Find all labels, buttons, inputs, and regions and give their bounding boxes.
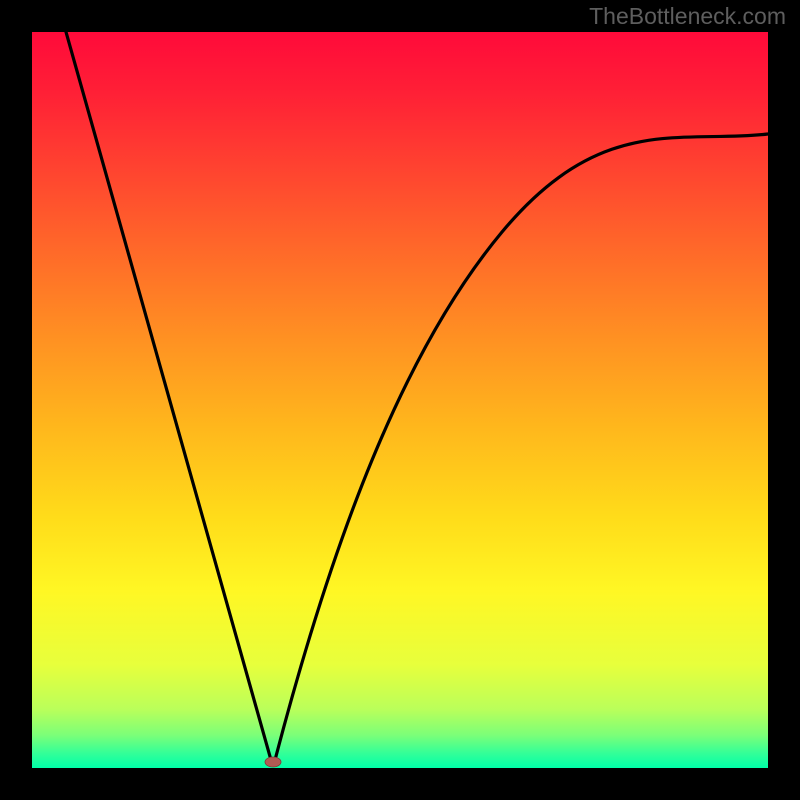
plot-area [32, 32, 768, 768]
vertex-marker [265, 757, 281, 767]
plot-svg [32, 32, 768, 768]
watermark-text: TheBottleneck.com [589, 3, 786, 30]
chart-stage: TheBottleneck.com [0, 0, 800, 800]
